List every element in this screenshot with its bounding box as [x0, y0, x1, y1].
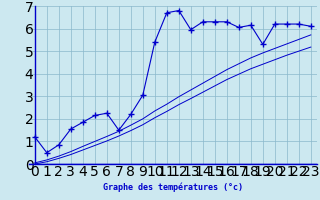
X-axis label: Graphe des températures (°c): Graphe des températures (°c): [103, 182, 243, 192]
